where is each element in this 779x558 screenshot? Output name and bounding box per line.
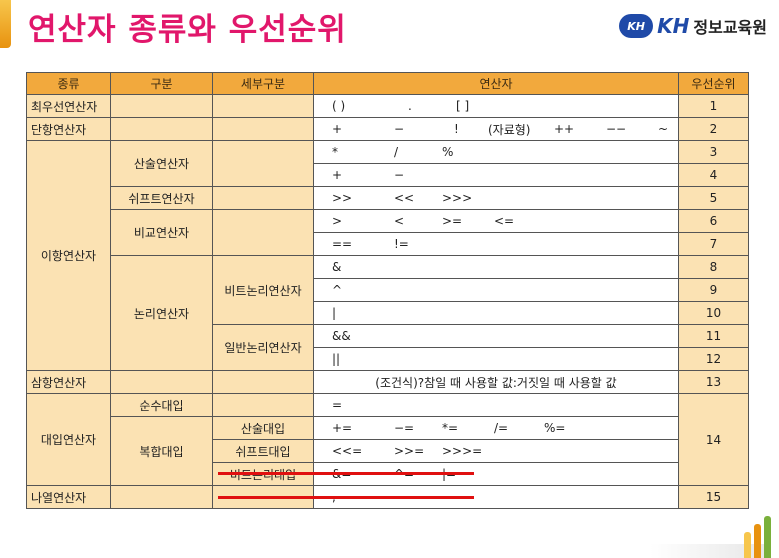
kind-cell: 이항연산자 [26, 140, 111, 371]
group-cell: 복합대입 [110, 416, 213, 486]
subgroup-cell: 산술대입 [212, 416, 314, 440]
logo-org-text: 정보교육원 [693, 18, 767, 37]
operator-cell: * / % [313, 140, 679, 164]
footer-bars-decoration [744, 516, 771, 558]
operator-cell: + − [313, 163, 679, 187]
header-group: 구분 [110, 72, 213, 95]
operator-cell: + − ! (자료형) ++ −− ~ [313, 117, 679, 141]
kind-cell: 대입연산자 [26, 393, 111, 486]
strike-line-bit-assign [218, 496, 474, 499]
header-priority: 우선순위 [678, 72, 749, 95]
title-accent-bar [0, 0, 11, 48]
table-row: || 12 [27, 347, 749, 371]
priority-cell: 2 [678, 117, 749, 141]
operator-cell: = [313, 393, 679, 417]
subgroup-cell: 쉬프트대입 [212, 439, 314, 463]
priority-cell: 6 [678, 209, 749, 233]
priority-cell: 14 [678, 393, 749, 486]
table-row: + − 4 [27, 163, 749, 187]
table-row: 논리연산자 비트논리연산자 & 8 [27, 255, 749, 371]
operator-cell: , [313, 485, 679, 509]
table-row: | 10 [27, 301, 749, 325]
group-cell: 순수대입 [110, 393, 213, 417]
operator-cell: & [313, 255, 679, 279]
operator-cell: && [313, 324, 679, 348]
header-kind: 종류 [26, 72, 111, 95]
table-row: 쉬프트연산자 >> << >>> 5 [27, 186, 749, 210]
slide-title: 연산자 종류와 우선순위 [28, 12, 347, 48]
kind-cell: 최우선연산자 [26, 94, 111, 118]
operator-cell: || [313, 347, 679, 371]
table-row: 쉬프트대입 <<= >>= >>>= [27, 439, 749, 463]
table-row: 비교연산자 > < >= <= 6 [27, 209, 749, 256]
operator-table: 종류 구분 세부구분 연산자 우선순위 최우선연산자 ( ) . [ ] 1 단… [26, 72, 749, 509]
priority-cell: 11 [678, 324, 749, 348]
operator-cell: <<= >>= >>>= [313, 439, 679, 463]
priority-cell: 9 [678, 278, 749, 302]
table-row: 단항연산자 + − ! (자료형) ++ −− ~ 2 [26, 117, 749, 141]
operator-cell: (조건식)?참일 때 사용할 값:거짓일 때 사용할 값 [313, 370, 679, 394]
group-cell: 산술연산자 [110, 140, 213, 187]
table-row: 대입연산자 순수대입 = 14 [26, 393, 749, 486]
header-subgroup: 세부구분 [212, 72, 314, 95]
group-cell: 비교연산자 [110, 209, 213, 256]
table-row: 나열연산자 , 15 [26, 485, 749, 509]
priority-cell: 8 [678, 255, 749, 279]
table-row: 삼항연산자 (조건식)?참일 때 사용할 값:거짓일 때 사용할 값 13 [26, 370, 749, 394]
kh-logo-icon: KH [619, 14, 654, 38]
priority-cell: 4 [678, 163, 749, 187]
priority-cell: 10 [678, 301, 749, 325]
subgroup-cell: 비트논리연산자 [212, 255, 314, 325]
priority-cell: 3 [678, 140, 749, 164]
group-cell: 논리연산자 [110, 255, 213, 371]
priority-cell: 12 [678, 347, 749, 371]
kind-cell: 나열연산자 [26, 485, 111, 509]
table-row: 복합대입 산술대입 += −= *= /= %= [27, 416, 749, 486]
operator-cell: += −= *= /= %= [313, 416, 679, 440]
operator-cell: == != [313, 232, 679, 256]
table-header-row: 종류 구분 세부구분 연산자 우선순위 [26, 72, 749, 95]
header-operator: 연산자 [313, 72, 679, 95]
priority-cell: 13 [678, 370, 749, 394]
operator-cell: ^ [313, 278, 679, 302]
priority-cell: 5 [678, 186, 749, 210]
table-row: 이항연산자 산술연산자 * / % 3 [26, 140, 749, 371]
operator-cell: ( ) . [ ] [313, 94, 679, 118]
priority-cell: 15 [678, 485, 749, 509]
footer-shade [650, 544, 770, 558]
kh-logo: KH KH 정보교육원 [619, 14, 767, 38]
table-row: ^ 9 [27, 278, 749, 302]
kind-cell: 삼항연산자 [26, 370, 111, 394]
priority-cell: 7 [678, 232, 749, 256]
group-cell: 쉬프트연산자 [110, 186, 213, 210]
operator-cell: >> << >>> [313, 186, 679, 210]
subgroup-cell: 일반논리연산자 [212, 324, 314, 371]
table-row: == != 7 [27, 232, 749, 256]
strike-line-shift-assign [218, 472, 474, 475]
table-row: 최우선연산자 ( ) . [ ] 1 [26, 94, 749, 118]
operator-cell: > < >= <= [313, 209, 679, 233]
operator-cell: | [313, 301, 679, 325]
priority-cell: 1 [678, 94, 749, 118]
logo-kh-text: KH [657, 14, 690, 38]
kind-cell: 단항연산자 [26, 117, 111, 141]
